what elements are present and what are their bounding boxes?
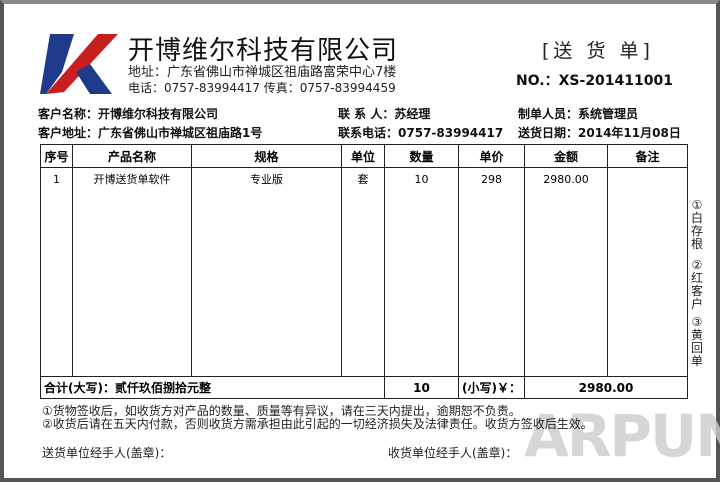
watermark: ARPUN: [524, 402, 720, 470]
total-qty: 10: [384, 376, 459, 399]
col-header: 单位: [341, 144, 385, 168]
cell: 1: [40, 167, 73, 190]
receiver-signature: 收货单位经手人(盖章)：: [388, 446, 518, 460]
cell: 298: [458, 167, 525, 190]
note-1: ①货物签收后，如收货方对产品的数量、质量等有异议，请在三天内提出，逾期恕不负责。: [42, 404, 521, 418]
cell: [607, 167, 688, 190]
header-row: 序号 产品名称 规格 单位 数量 单价 金额 备注: [40, 144, 688, 168]
customer-address: 客户地址：广东省佛山市禅城区祖庙路1号: [38, 124, 262, 141]
col-header: 数量: [384, 144, 459, 168]
copy-red: ②红客户: [690, 258, 703, 311]
value: 苏经理: [394, 107, 431, 121]
label: 联系电话：: [338, 126, 399, 140]
label: 送货日期：: [518, 126, 579, 140]
creator: 制单人员：系统管理员: [518, 105, 638, 122]
label: 客户地址：: [38, 126, 99, 140]
col-header: 备注: [607, 144, 688, 168]
cell: [384, 190, 459, 377]
contact: 联 系 人：苏经理: [338, 105, 430, 122]
cell: 套: [341, 167, 385, 190]
value: 系统管理员: [578, 107, 639, 121]
cell: 开博送货单软件: [72, 167, 192, 190]
delivery-date: 送货日期：2014年11月08日: [518, 124, 681, 141]
label: 制单人员：: [518, 107, 579, 121]
cell: 2980.00: [524, 167, 608, 190]
items-table: 序号 产品名称 规格 单位 数量 单价 金额 备注 1 开博送货单软件 专业版 …: [40, 144, 688, 399]
sender-signature: 送货单位经手人(盖章)：: [42, 446, 172, 460]
col-header: 序号: [40, 144, 73, 168]
cell: [458, 190, 525, 377]
col-header: 产品名称: [72, 144, 192, 168]
doc-title: [送 货 单]: [542, 40, 654, 62]
cell: [191, 190, 342, 377]
value: 开博维尔科技有限公司: [98, 107, 219, 121]
col-header: 金额: [524, 144, 608, 168]
col-header: 规格: [191, 144, 342, 168]
cell: [524, 190, 608, 377]
copy-yellow: ③黄回单: [690, 315, 703, 368]
customer-name: 客户名称：开博维尔科技有限公司: [38, 105, 218, 122]
label: 客户名称：: [38, 107, 99, 121]
value: 广东省佛山市禅城区祖庙路1号: [98, 126, 263, 140]
copy-white: ①白存根: [690, 198, 703, 251]
cell: [607, 190, 688, 377]
total-words: 合计(大写)：贰仟玖佰捌拾元整: [40, 376, 385, 399]
blank-row: [40, 190, 688, 377]
note-2: ②收货后请在五天内付款，否则收货方需承担由此引起的一切经济损失及法律责任。收货方…: [42, 417, 593, 431]
contact-phone: 联系电话：0757-83994417: [338, 124, 503, 141]
cell: 10: [384, 167, 459, 190]
company-name: 开博维尔科技有限公司: [128, 36, 399, 66]
company-address: 地址：广东省佛山市禅城区祖庙路富荣中心7楼: [128, 65, 397, 80]
label: 联 系 人：: [338, 107, 395, 121]
cell: 专业版: [191, 167, 342, 190]
cell: [341, 190, 385, 377]
col-header: 单价: [458, 144, 525, 168]
small-label: (小写)￥：: [458, 376, 525, 399]
cell: [40, 190, 73, 377]
total-amount: 2980.00: [524, 376, 688, 399]
cell: [72, 190, 192, 377]
company-logo: [40, 34, 118, 94]
table-row: 1 开博送货单软件 专业版 套 10 298 2980.00: [40, 167, 688, 190]
value: 2014年11月08日: [578, 126, 681, 140]
company-phone: 电话：0757-83994417 传真：0757-83994459: [128, 81, 396, 95]
value: 0757-83994417: [398, 126, 504, 140]
doc-number: NO.：XS-201411001: [516, 73, 673, 89]
total-row: 合计(大写)：贰仟玖佰捌拾元整 10 (小写)￥： 2980.00: [40, 376, 688, 399]
